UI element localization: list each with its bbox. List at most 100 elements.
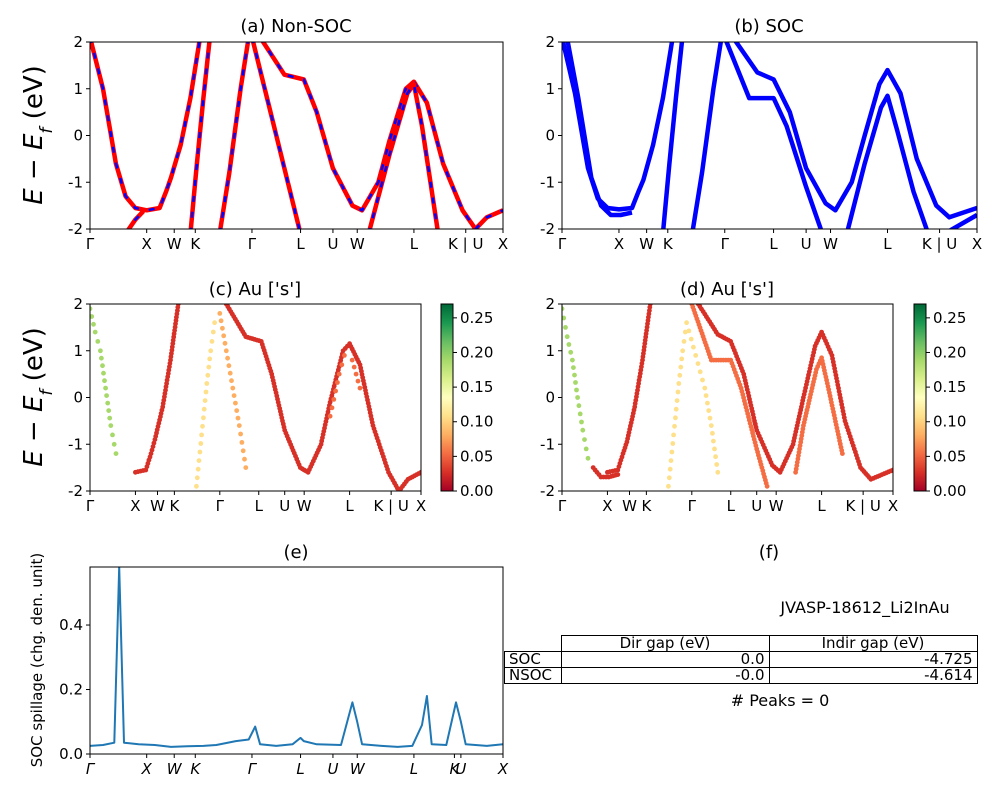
colorbar-tick-label: 0.20 xyxy=(460,343,493,361)
band-point xyxy=(90,314,95,319)
x-tick-label: Γ xyxy=(248,760,258,778)
band-point xyxy=(681,339,687,344)
gap-table: Dir gap (eV) Indir gap (eV) SOC 0.0 -4.7… xyxy=(504,635,978,684)
y-tick-label: 0 xyxy=(73,127,83,145)
band-point xyxy=(676,381,682,386)
x-tick-label: X xyxy=(130,497,140,515)
y-tick-label: 0 xyxy=(73,389,83,407)
band-point xyxy=(218,318,224,324)
panel-b-title: (b) SOC xyxy=(734,16,803,37)
x-tick-label: L xyxy=(410,760,418,778)
x-tick-label: U xyxy=(455,760,466,778)
band-point xyxy=(573,380,578,385)
band-point xyxy=(194,475,200,481)
band-line xyxy=(724,42,824,229)
band-point xyxy=(227,370,233,376)
panel-c-ylabel: E − Ef (eV) xyxy=(19,327,57,467)
band-point xyxy=(105,400,111,406)
band-point xyxy=(673,415,678,421)
colorbar-tick-label: 0.15 xyxy=(933,378,966,396)
band-point xyxy=(715,469,721,475)
band-point xyxy=(647,304,653,307)
band-line-nsoc xyxy=(126,209,146,229)
band-point xyxy=(208,348,214,354)
band-point xyxy=(103,385,108,391)
x-tick-label: L xyxy=(255,497,264,515)
spillage-series xyxy=(90,567,503,748)
x-tick-label: U xyxy=(801,235,812,253)
band-point xyxy=(562,315,567,321)
band-lines xyxy=(90,42,503,229)
band-point xyxy=(110,432,115,438)
band-point xyxy=(198,441,204,446)
band-point xyxy=(764,483,770,489)
colorbar-tick-label: 0.00 xyxy=(460,482,493,500)
band-point xyxy=(226,363,232,369)
table-row: SOC 0.0 -4.725 xyxy=(504,651,978,668)
header-indir-gap: Indir gap (eV) xyxy=(768,635,978,652)
y-tick-label: 0 xyxy=(545,127,555,145)
band-point xyxy=(570,357,575,363)
band-point xyxy=(101,370,106,376)
band-point xyxy=(333,388,338,394)
band-point xyxy=(205,372,211,378)
band-point xyxy=(615,472,621,477)
x-tick-label: X xyxy=(888,497,898,515)
x-tick-label: X xyxy=(602,497,612,515)
band-line xyxy=(845,93,929,229)
band-point xyxy=(100,363,105,369)
x-tick-label: L xyxy=(410,235,419,253)
band-point xyxy=(221,333,227,339)
band-line-soc-overlay xyxy=(127,210,145,229)
colorbar-tick-label: 0.20 xyxy=(933,343,966,361)
panel-a-ylabel: E − Ef (eV) xyxy=(19,65,57,205)
x-tick-label: L xyxy=(727,497,736,515)
y-tick-label: 0.4 xyxy=(59,616,83,634)
band-point xyxy=(222,340,228,346)
spillage-line xyxy=(90,567,503,748)
y-tick-label: 0.2 xyxy=(59,681,83,699)
y-tick-label: -1 xyxy=(540,435,555,453)
band-point xyxy=(585,455,591,461)
x-tick-label: Γ xyxy=(248,235,257,253)
band-point xyxy=(336,371,342,377)
band-point xyxy=(199,432,205,438)
x-tick-label: W xyxy=(350,235,365,253)
y-tick-label: 1 xyxy=(73,342,83,360)
nsoc-indir-gap: -4.614 xyxy=(768,667,978,684)
panel-d-colorbar: 0.00 0.05 0.10 0.15 0.20 0.25 xyxy=(913,303,966,500)
x-tick-label: X xyxy=(141,760,153,778)
band-point xyxy=(575,395,580,400)
band-point xyxy=(98,348,103,354)
band-point xyxy=(217,311,223,316)
y-tick-label: -1 xyxy=(68,173,83,191)
band-point xyxy=(572,372,577,378)
x-tick-label: W xyxy=(167,760,183,778)
band-point xyxy=(672,423,677,429)
band-point xyxy=(576,403,582,409)
x-tick-label: X xyxy=(498,235,508,253)
x-tick-label: Γ xyxy=(721,235,730,253)
x-tick-label: W xyxy=(150,497,165,515)
band-point xyxy=(195,466,201,472)
material-id: JVASP-18612_Li2InAu xyxy=(780,598,950,617)
x-tick-label: L xyxy=(296,760,304,778)
y-tick-label: 1 xyxy=(545,342,555,360)
y-tick-label: 2 xyxy=(73,33,83,51)
colorbar-tick-label: 0.10 xyxy=(460,413,493,431)
y-tick-label: 1 xyxy=(545,80,555,98)
band-point xyxy=(203,389,209,395)
y-tick-label: -1 xyxy=(68,435,83,453)
band-point xyxy=(90,306,93,312)
band-point xyxy=(207,356,213,362)
band-point xyxy=(95,339,101,344)
band-point xyxy=(99,355,104,361)
band-point xyxy=(677,372,683,378)
y-tick-label: -2 xyxy=(68,220,83,238)
panel-c-colorbar: 0.00 0.05 0.10 0.15 0.20 0.25 xyxy=(440,303,493,500)
band-point xyxy=(223,348,229,354)
band-point xyxy=(697,369,703,375)
band-point xyxy=(239,440,245,445)
